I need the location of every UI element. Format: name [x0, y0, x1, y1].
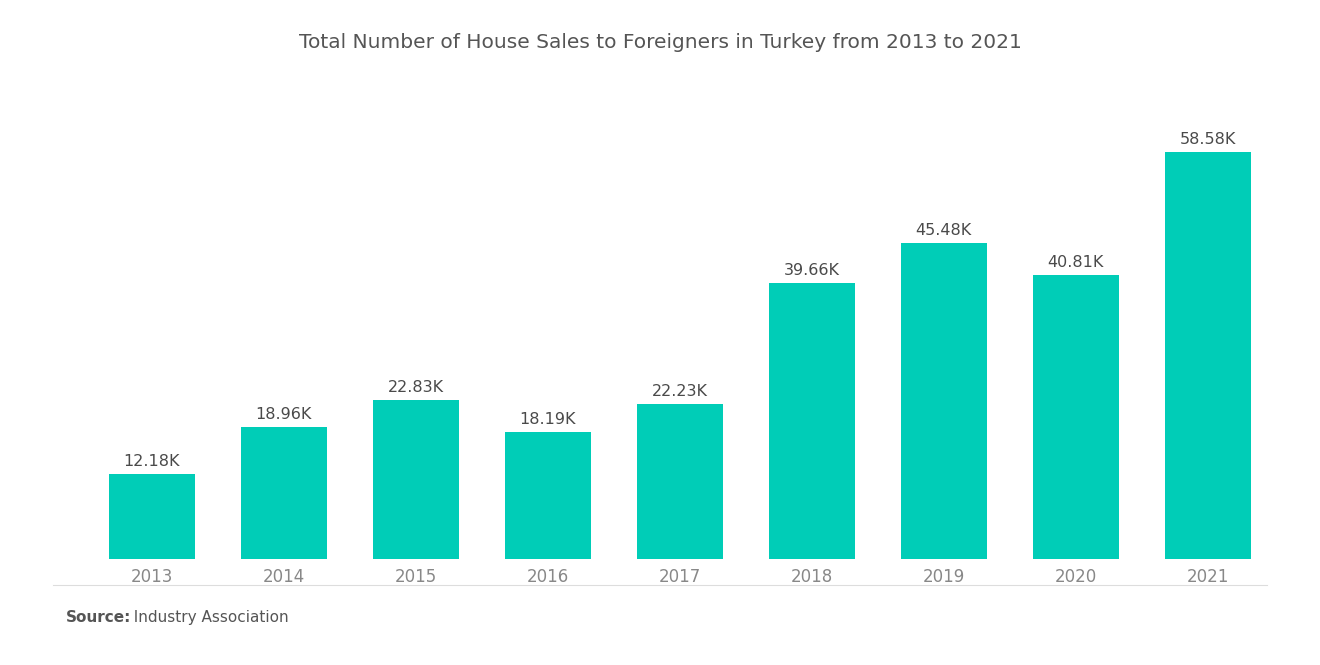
- Bar: [636, 404, 723, 559]
- Text: 18.96K: 18.96K: [256, 407, 312, 422]
- Text: 39.66K: 39.66K: [784, 263, 840, 279]
- Text: 58.58K: 58.58K: [1180, 132, 1236, 147]
- Text: 22.23K: 22.23K: [652, 384, 708, 400]
- Text: Total Number of House Sales to Foreigners in Turkey from 2013 to 2021: Total Number of House Sales to Foreigner…: [298, 33, 1022, 53]
- Bar: [504, 432, 590, 559]
- Text: 45.48K: 45.48K: [916, 223, 972, 238]
- Bar: [240, 427, 327, 559]
- Text: 40.81K: 40.81K: [1048, 255, 1104, 271]
- Bar: [1164, 152, 1250, 559]
- Bar: [900, 243, 986, 559]
- Bar: [768, 283, 854, 559]
- Text: Source:: Source:: [66, 610, 132, 625]
- Text: 12.18K: 12.18K: [124, 454, 180, 469]
- Text: 18.19K: 18.19K: [520, 412, 576, 428]
- Text: Industry Association: Industry Association: [124, 610, 289, 625]
- Text: 22.83K: 22.83K: [388, 380, 444, 395]
- Bar: [372, 400, 459, 559]
- Bar: [1032, 275, 1118, 559]
- Bar: [108, 474, 195, 559]
